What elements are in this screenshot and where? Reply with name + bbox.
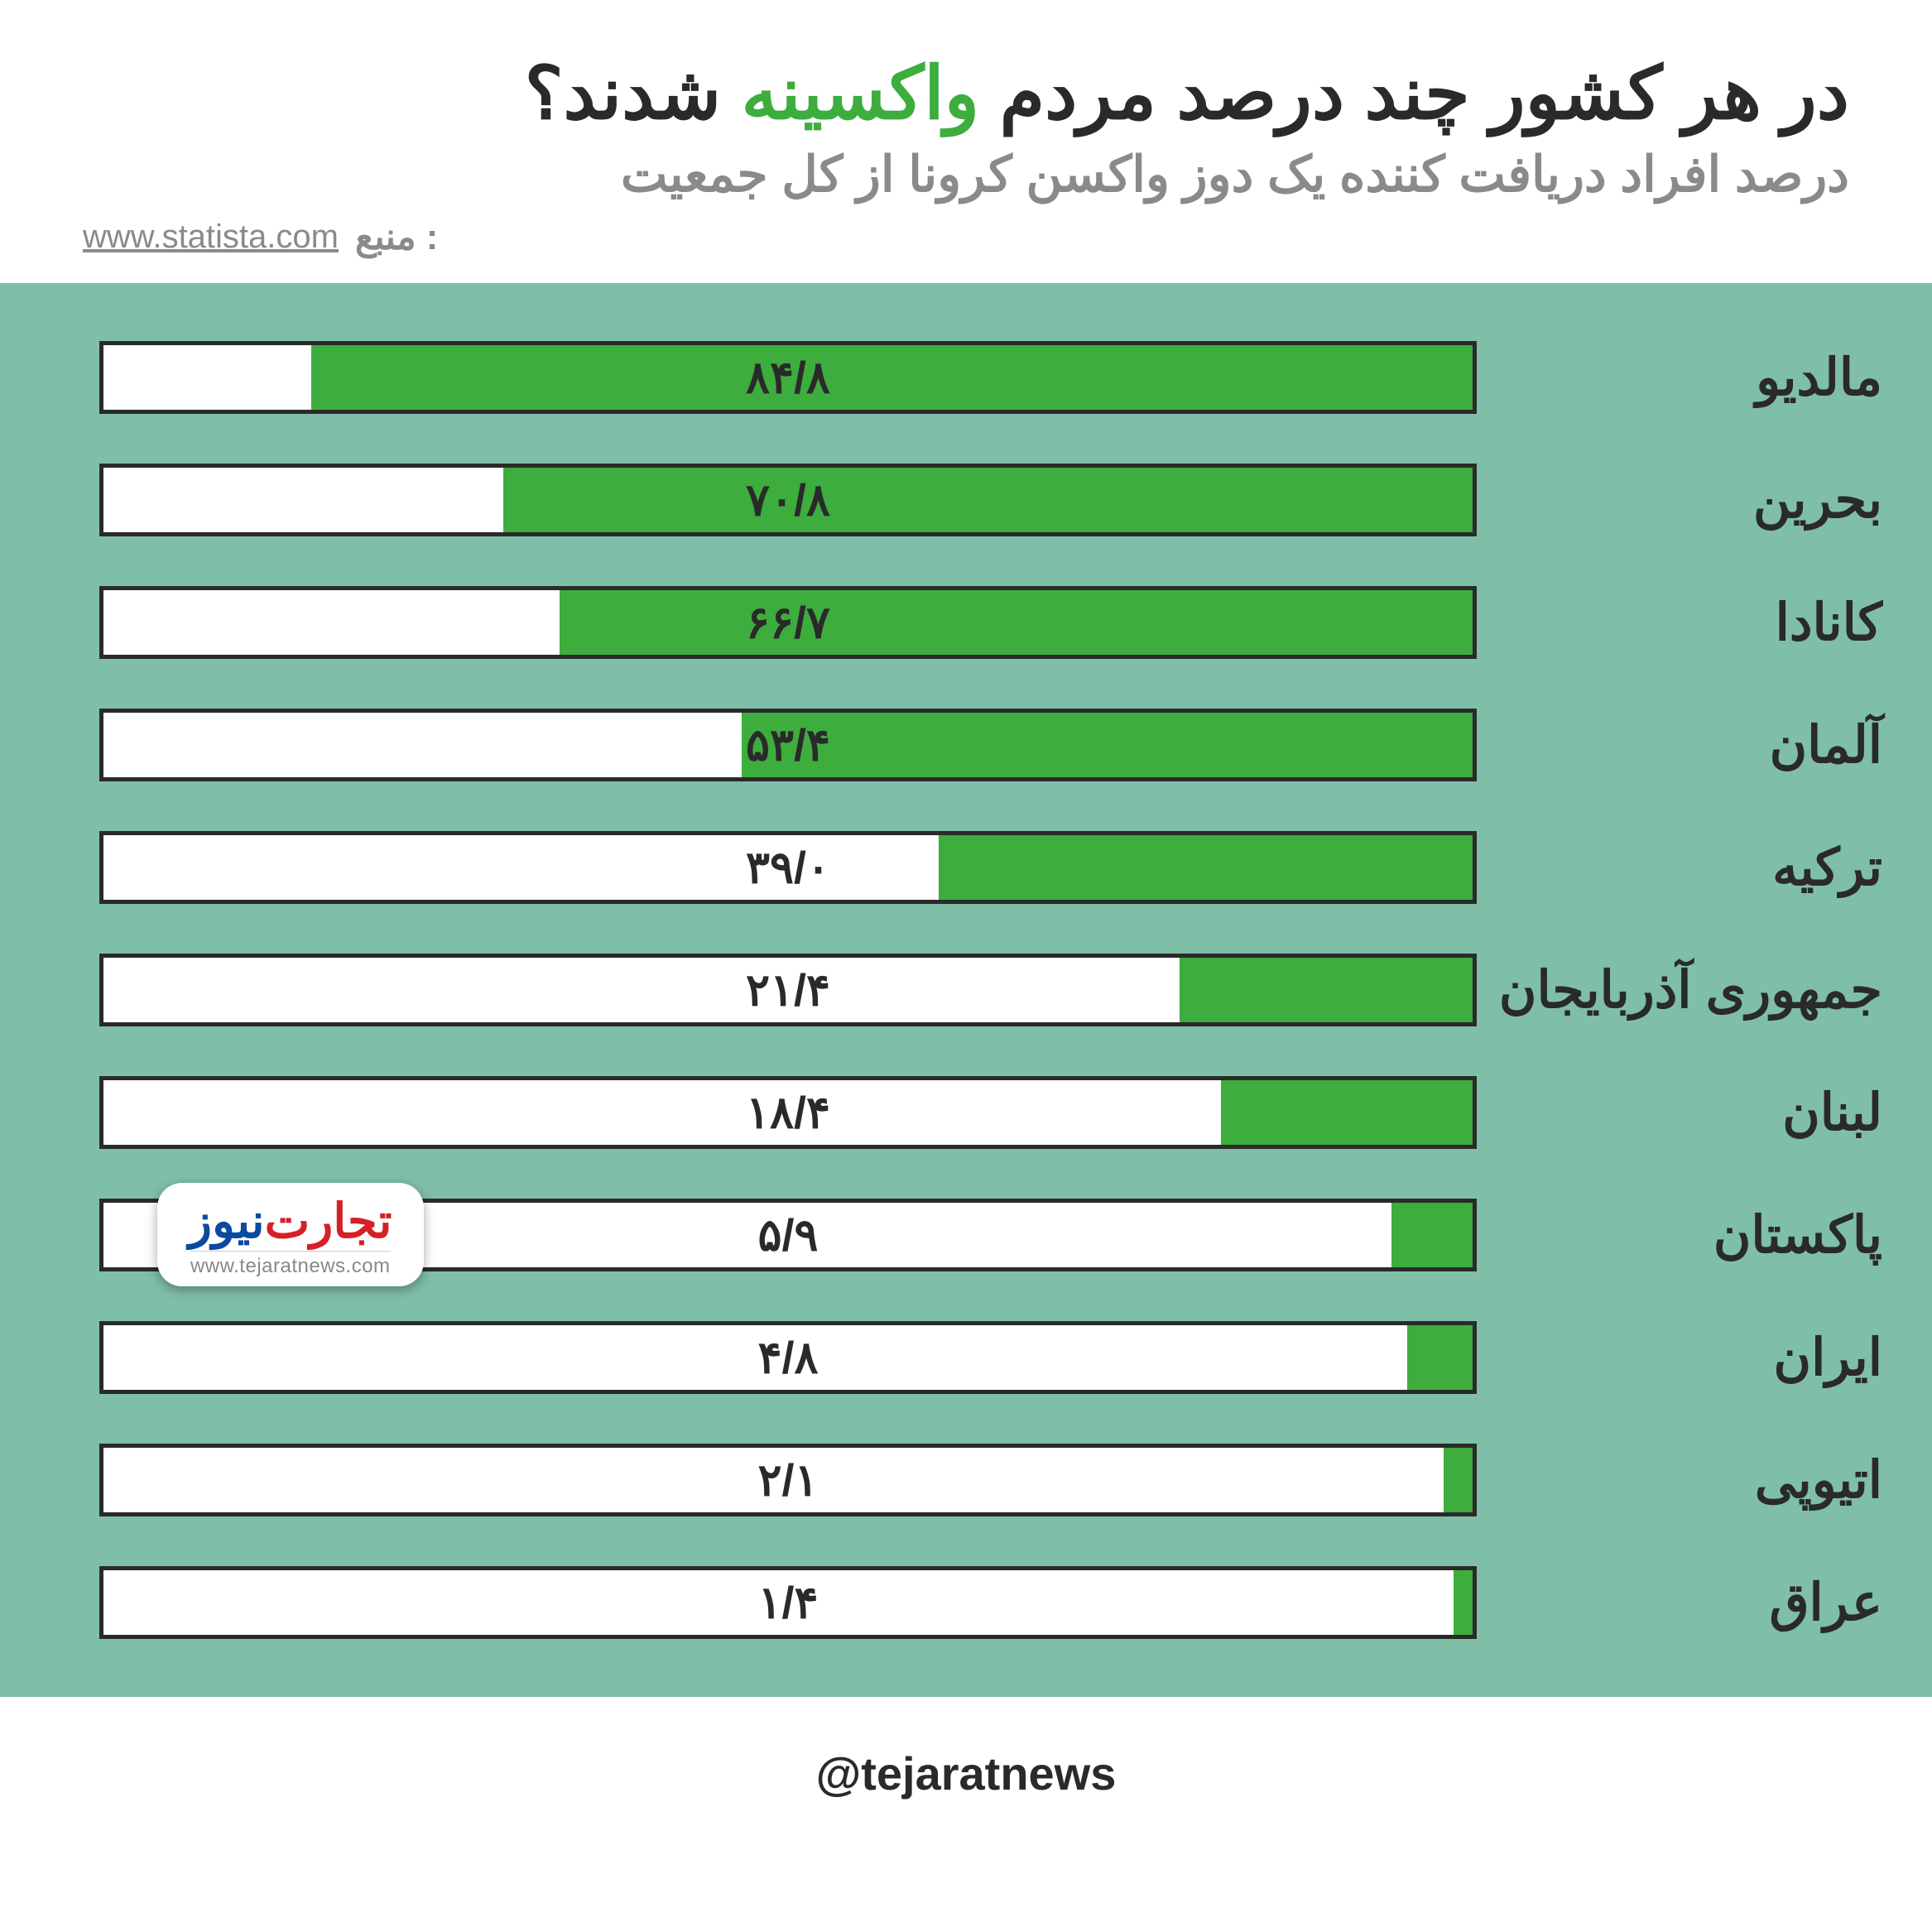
country-label: ترکیه bbox=[1510, 837, 1882, 897]
country-label: جمهوری آذربایجان bbox=[1510, 959, 1882, 1020]
bar-row: لبنان ۱۸/۴ bbox=[99, 1076, 1882, 1149]
bar-row: مالدیو ۸۴/۸ bbox=[99, 341, 1882, 414]
bar-row: پاکستان۵/۹تجارت‌نیوزwww.tejaratnews.com bbox=[99, 1199, 1882, 1271]
source-row: www.statista.com منبع : bbox=[83, 216, 1849, 258]
bar-fill bbox=[1407, 1325, 1473, 1390]
bar-value: ۲۱/۴ bbox=[746, 964, 830, 1016]
bar-fill bbox=[939, 835, 1473, 900]
bar-track: ۶۶/۷ bbox=[99, 586, 1477, 659]
bar-track: ۲۱/۴ bbox=[99, 954, 1477, 1026]
bar-row: ایران ۴/۸ bbox=[99, 1321, 1882, 1394]
country-label: ایران bbox=[1510, 1327, 1882, 1387]
subtitle: درصد افراد دریافت کننده یک دوز واکسن کرو… bbox=[83, 146, 1849, 204]
title-part2: شدند؟ bbox=[525, 52, 742, 134]
bar-track: ۱۸/۴ bbox=[99, 1076, 1477, 1149]
bar-track: ۷۰/۸ bbox=[99, 464, 1477, 536]
country-label: لبنان bbox=[1510, 1082, 1882, 1142]
source-url: www.statista.com bbox=[83, 219, 339, 256]
country-label: آلمان bbox=[1510, 714, 1882, 775]
bar-value: ۲/۱ bbox=[757, 1454, 818, 1506]
watermark-logo: تجارت‌نیوز bbox=[189, 1198, 392, 1246]
bar-track: ۴/۸ bbox=[99, 1321, 1477, 1394]
bar-value: ۷۰/۸ bbox=[746, 473, 830, 526]
watermark-url: www.tejaratnews.com bbox=[190, 1251, 391, 1278]
bar-row: عراق ۱/۴ bbox=[99, 1566, 1882, 1639]
bar-track: ۸۴/۸ bbox=[99, 341, 1477, 414]
bar-value: ۵۳/۴ bbox=[746, 718, 830, 771]
bar-track: ۲/۱ bbox=[99, 1444, 1477, 1516]
bar-value: ۴/۸ bbox=[757, 1331, 818, 1383]
bar-value: ۸۴/۸ bbox=[746, 351, 830, 403]
bar-fill bbox=[1391, 1203, 1473, 1267]
country-label: پاکستان bbox=[1510, 1204, 1882, 1265]
bar-fill bbox=[742, 713, 1473, 777]
bar-fill bbox=[1444, 1448, 1473, 1512]
bar-row: کانادا ۶۶/۷ bbox=[99, 586, 1882, 659]
bar-fill bbox=[1221, 1080, 1473, 1145]
bar-fill bbox=[1180, 958, 1473, 1022]
title-highlight: واکسینه bbox=[742, 52, 980, 134]
country-label: اتیوپی bbox=[1510, 1449, 1882, 1510]
country-label: عراق bbox=[1510, 1572, 1882, 1632]
bar-track: ۳۹/۰ bbox=[99, 831, 1477, 904]
country-label: کانادا bbox=[1510, 592, 1882, 652]
social-handle: @tejaratnews bbox=[0, 1747, 1932, 1800]
source-label: منبع : bbox=[355, 216, 438, 258]
bar-row: بحرین ۷۰/۸ bbox=[99, 464, 1882, 536]
watermark-tejarat: تجارت bbox=[265, 1194, 392, 1248]
page-title: در هر کشور چند درصد مردم واکسینه شدند؟ bbox=[83, 50, 1849, 137]
bar-value: ۱/۴ bbox=[757, 1576, 818, 1628]
bar-fill bbox=[560, 590, 1473, 655]
bar-fill bbox=[1454, 1570, 1473, 1635]
country-label: مالدیو bbox=[1510, 347, 1882, 407]
bar-fill bbox=[311, 345, 1473, 410]
bar-row: آلمان ۵۳/۴ bbox=[99, 709, 1882, 781]
bar-track: ۵۳/۴ bbox=[99, 709, 1477, 781]
watermark-badge: تجارت‌نیوز www.tejaratnews.com bbox=[157, 1183, 424, 1286]
country-label: بحرین bbox=[1510, 469, 1882, 530]
bar-value: ۶۶/۷ bbox=[746, 596, 830, 648]
bar-value: ۵/۹ bbox=[757, 1209, 818, 1261]
header: در هر کشور چند درصد مردم واکسینه شدند؟ د… bbox=[0, 0, 1932, 283]
title-part1: در هر کشور چند درصد مردم bbox=[979, 52, 1849, 134]
bar-fill bbox=[503, 468, 1473, 532]
bar-track: ۱/۴ bbox=[99, 1566, 1477, 1639]
watermark-news: ‌نیوز bbox=[189, 1194, 265, 1248]
chart-area: مالدیو ۸۴/۸ بحرین ۷۰/۸ کانادا ۶۶/۷ آلمان ۵۳/۴ تر… bbox=[0, 283, 1932, 1697]
bar-row: اتیوپی ۲/۱ bbox=[99, 1444, 1882, 1516]
bar-value: ۱۸/۴ bbox=[746, 1086, 830, 1138]
bar-row: جمهوری آذربایجان ۲۱/۴ bbox=[99, 954, 1882, 1026]
bar-row: ترکیه ۳۹/۰ bbox=[99, 831, 1882, 904]
bar-value: ۳۹/۰ bbox=[746, 841, 830, 893]
footer: @tejaratnews bbox=[0, 1697, 1932, 1850]
